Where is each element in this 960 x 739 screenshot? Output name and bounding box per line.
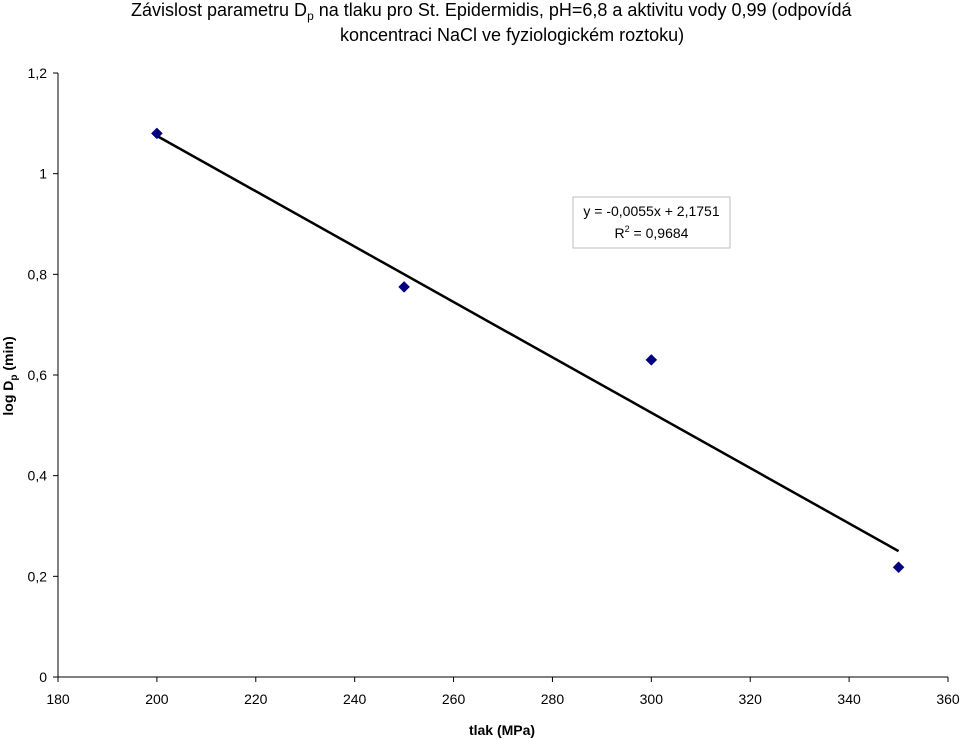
trendline (156, 134, 900, 553)
x-tick-label: 360 (936, 691, 960, 707)
x-axis: 180 200 220 240 260 280 300 320 340 360 (46, 677, 960, 707)
data-points (151, 127, 905, 574)
x-tick-label: 220 (244, 691, 268, 707)
y-tick-label: 0,6 (28, 367, 48, 383)
title-subscript: p (307, 9, 314, 23)
y-tick-label: 1,2 (28, 65, 48, 81)
chart-title-line-1: Závislost parametru Dp na tlaku pro St. … (131, 0, 852, 23)
data-point (398, 281, 410, 293)
trendline-layer (156, 134, 900, 553)
x-tick-label: 200 (145, 691, 169, 707)
title-suffix: na tlaku pro St. Epidermidis, pH=6,8 a a… (313, 0, 852, 20)
y-tick-label: 0 (39, 669, 47, 685)
r-squared-superscript: 2 (625, 224, 630, 234)
y-tick-label: 0,2 (28, 568, 48, 584)
x-tick-label: 280 (541, 691, 565, 707)
y-tick-label: 0,4 (28, 468, 48, 484)
y-axis-title: log Dp (min) (0, 336, 20, 415)
y-axis: 0 0,2 0,4 0,6 0,8 1 1,2 (28, 65, 58, 685)
y-axis-title-prefix: log D (0, 381, 16, 416)
y-axis-title-subscript: p (9, 375, 20, 381)
data-point (892, 561, 905, 574)
y-axis-title-suffix: (min) (0, 336, 16, 374)
trendline-equation: y = -0,0055x + 2,1751 (583, 203, 719, 219)
x-tick-label: 340 (837, 691, 861, 707)
r-squared-label: R2 = 0,9684 (615, 224, 689, 241)
data-point (151, 127, 163, 140)
x-tick-label: 260 (442, 691, 466, 707)
r-squared-value: = 0,9684 (630, 225, 689, 241)
y-tick-label: 1 (39, 166, 47, 182)
x-axis-title: tlak (MPa) (469, 722, 535, 738)
r-squared-prefix: R (615, 225, 625, 241)
x-tick-label: 240 (343, 691, 367, 707)
chart-title-line-2: koncentraci NaCl ve fyziologickém roztok… (340, 25, 685, 45)
equation-box-border (572, 196, 731, 249)
title-prefix: Závislost parametru D (131, 0, 308, 20)
y-tick-label: 0,8 (28, 266, 48, 282)
x-tick-label: 180 (46, 691, 70, 707)
x-tick-label: 320 (739, 691, 763, 707)
data-point (645, 354, 658, 366)
trendline-equation-box: y = -0,0055x + 2,1751 R2 = 0,9684 (572, 196, 731, 249)
x-tick-label: 300 (640, 691, 664, 707)
chart-title: Závislost parametru Dp na tlaku pro St. … (0, 0, 960, 50)
